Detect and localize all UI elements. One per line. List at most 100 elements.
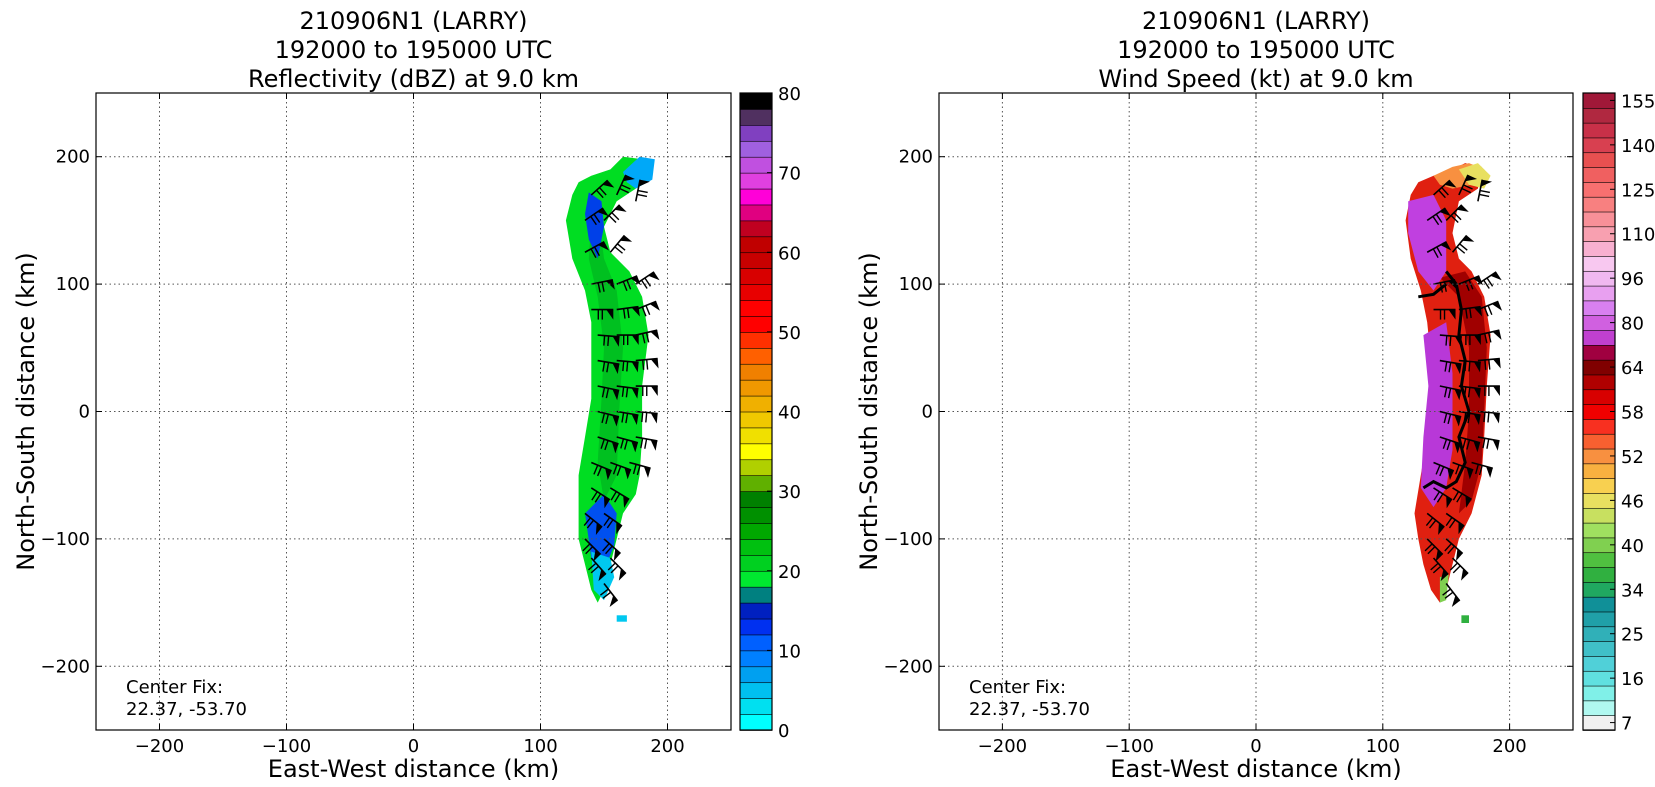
x-axis-label: East-West distance (km) — [268, 755, 559, 783]
colorbar-segment — [1582, 655, 1616, 672]
wind-barb — [597, 385, 620, 401]
barb-flag — [1454, 336, 1462, 347]
barb-flag — [602, 180, 615, 188]
colorbar-tick-label: 7 — [1621, 714, 1632, 735]
barb-feather — [1475, 464, 1479, 475]
barb-feather — [590, 216, 597, 226]
barb-feather — [598, 187, 607, 196]
barb-flag — [650, 386, 658, 397]
wind-barb — [599, 582, 619, 607]
field-region-purple-south — [1420, 322, 1453, 508]
barb-flag — [612, 389, 620, 401]
colorbar-segment — [1582, 107, 1616, 124]
colorbar-tick-label: 110 — [1621, 225, 1655, 246]
wind-barb — [609, 487, 630, 508]
barb-flag — [623, 495, 630, 508]
barb-flag — [606, 309, 614, 320]
wind-barb — [603, 512, 623, 535]
colorbar-segment — [1582, 196, 1616, 213]
barb-feather — [620, 184, 631, 190]
wind-barb — [597, 436, 619, 454]
wind-barb — [582, 538, 602, 562]
wind-barb — [1477, 385, 1500, 397]
field-region-speck — [1461, 615, 1469, 623]
wind-barb — [590, 461, 612, 481]
barb-feather — [1436, 246, 1443, 257]
barb-flag — [1466, 467, 1474, 480]
y-axis-label: North-South distance (km) — [855, 252, 883, 571]
wind-barb — [1432, 179, 1457, 199]
wind-barb — [1430, 557, 1449, 582]
barb-feather — [582, 543, 591, 552]
x-tick-label: −200 — [978, 736, 1027, 757]
barb-feather — [588, 562, 597, 571]
wind-barb — [1477, 436, 1500, 451]
colorbar-tick-label: 125 — [1621, 180, 1655, 201]
colorbar-segment — [739, 681, 773, 699]
barb-feather — [1425, 517, 1434, 527]
barb-flag — [612, 363, 620, 375]
barb-feather — [605, 388, 610, 399]
chart-title-line: 192000 to 195000 UTC — [275, 36, 553, 64]
barb-feather — [1448, 519, 1456, 529]
barb-feather — [602, 543, 610, 552]
barb-flag — [1456, 204, 1469, 212]
barb-feather — [1482, 438, 1486, 449]
barb-feather — [1458, 465, 1464, 476]
wind-barb — [1449, 557, 1469, 581]
barb-feather — [637, 189, 648, 194]
colorbar-segment — [1582, 329, 1616, 346]
barb-feather — [606, 519, 614, 529]
colorbar-segment — [739, 697, 773, 715]
barb-feather — [1432, 565, 1442, 574]
chart-title-line: Wind Speed (kt) at 9.0 km — [1098, 65, 1413, 93]
colorbar-segment — [1582, 122, 1616, 139]
barb-feather — [1445, 517, 1453, 527]
barb-feather — [1443, 387, 1448, 398]
colorbar-segment — [1582, 522, 1616, 539]
barb-feather — [641, 333, 646, 344]
barb-feather — [610, 491, 617, 501]
barb-feather — [622, 361, 625, 372]
colorbar-segment — [739, 92, 773, 110]
chart-title-line: Reflectivity (dBZ) at 9.0 km — [248, 65, 579, 93]
wind-barb — [1451, 234, 1475, 254]
barb-flag — [1486, 466, 1493, 478]
colorbar-segment — [1582, 300, 1616, 317]
barb-feather — [1455, 464, 1460, 475]
barb-flag — [616, 522, 623, 535]
barb-feather — [636, 193, 648, 198]
barb-feather — [1438, 189, 1446, 199]
chart-title-line: 192000 to 195000 UTC — [1117, 36, 1395, 64]
barb-feather — [595, 189, 604, 199]
wind-barb — [1445, 512, 1465, 535]
barb-flag — [1473, 335, 1481, 346]
colorbar-segment — [739, 315, 773, 333]
barb-feather — [1447, 388, 1452, 399]
colorbar-segment — [739, 458, 773, 476]
y-tick-label: 0 — [79, 402, 90, 423]
wind-barb — [1439, 436, 1461, 454]
wind-barb — [1452, 487, 1472, 508]
barb-feather — [1435, 213, 1443, 223]
barb-flag — [597, 208, 609, 217]
barb-feather — [1427, 546, 1436, 555]
colorbar-segment — [739, 634, 773, 652]
barb-flag — [1447, 468, 1454, 481]
barb-flag — [609, 595, 618, 607]
barb-feather — [632, 464, 637, 475]
wind-barb — [590, 487, 611, 509]
barb-flag — [1451, 595, 1460, 607]
field-region-low-south — [585, 494, 617, 571]
barb-feather — [644, 438, 648, 449]
y-tick-label: 200 — [899, 147, 933, 168]
center-fix-label: Center Fix: — [126, 677, 223, 698]
barb-flag — [619, 235, 633, 242]
barb-feather — [622, 281, 628, 292]
barb-staff — [603, 512, 623, 527]
barb-feather — [1432, 216, 1440, 226]
center-fix-label: 22.37, -53.70 — [969, 699, 1090, 720]
colorbar-segment — [739, 188, 773, 206]
barb-flag — [613, 548, 621, 561]
field-region-purple-north — [1408, 194, 1447, 291]
